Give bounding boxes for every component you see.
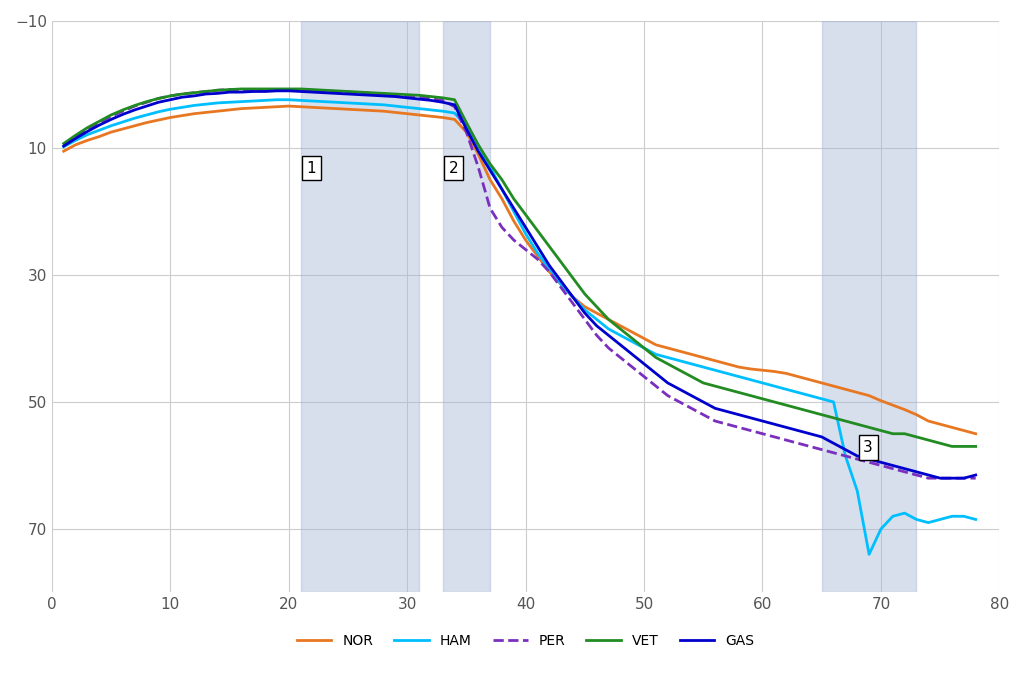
Text: 3: 3 — [863, 440, 872, 455]
Text: 1: 1 — [306, 161, 316, 176]
Bar — [301, 21, 419, 593]
Legend: NOR, HAM, PER, VET, GAS: NOR, HAM, PER, VET, GAS — [291, 628, 760, 653]
Bar — [442, 21, 490, 593]
Text: 2: 2 — [449, 161, 459, 176]
Bar — [821, 21, 916, 593]
